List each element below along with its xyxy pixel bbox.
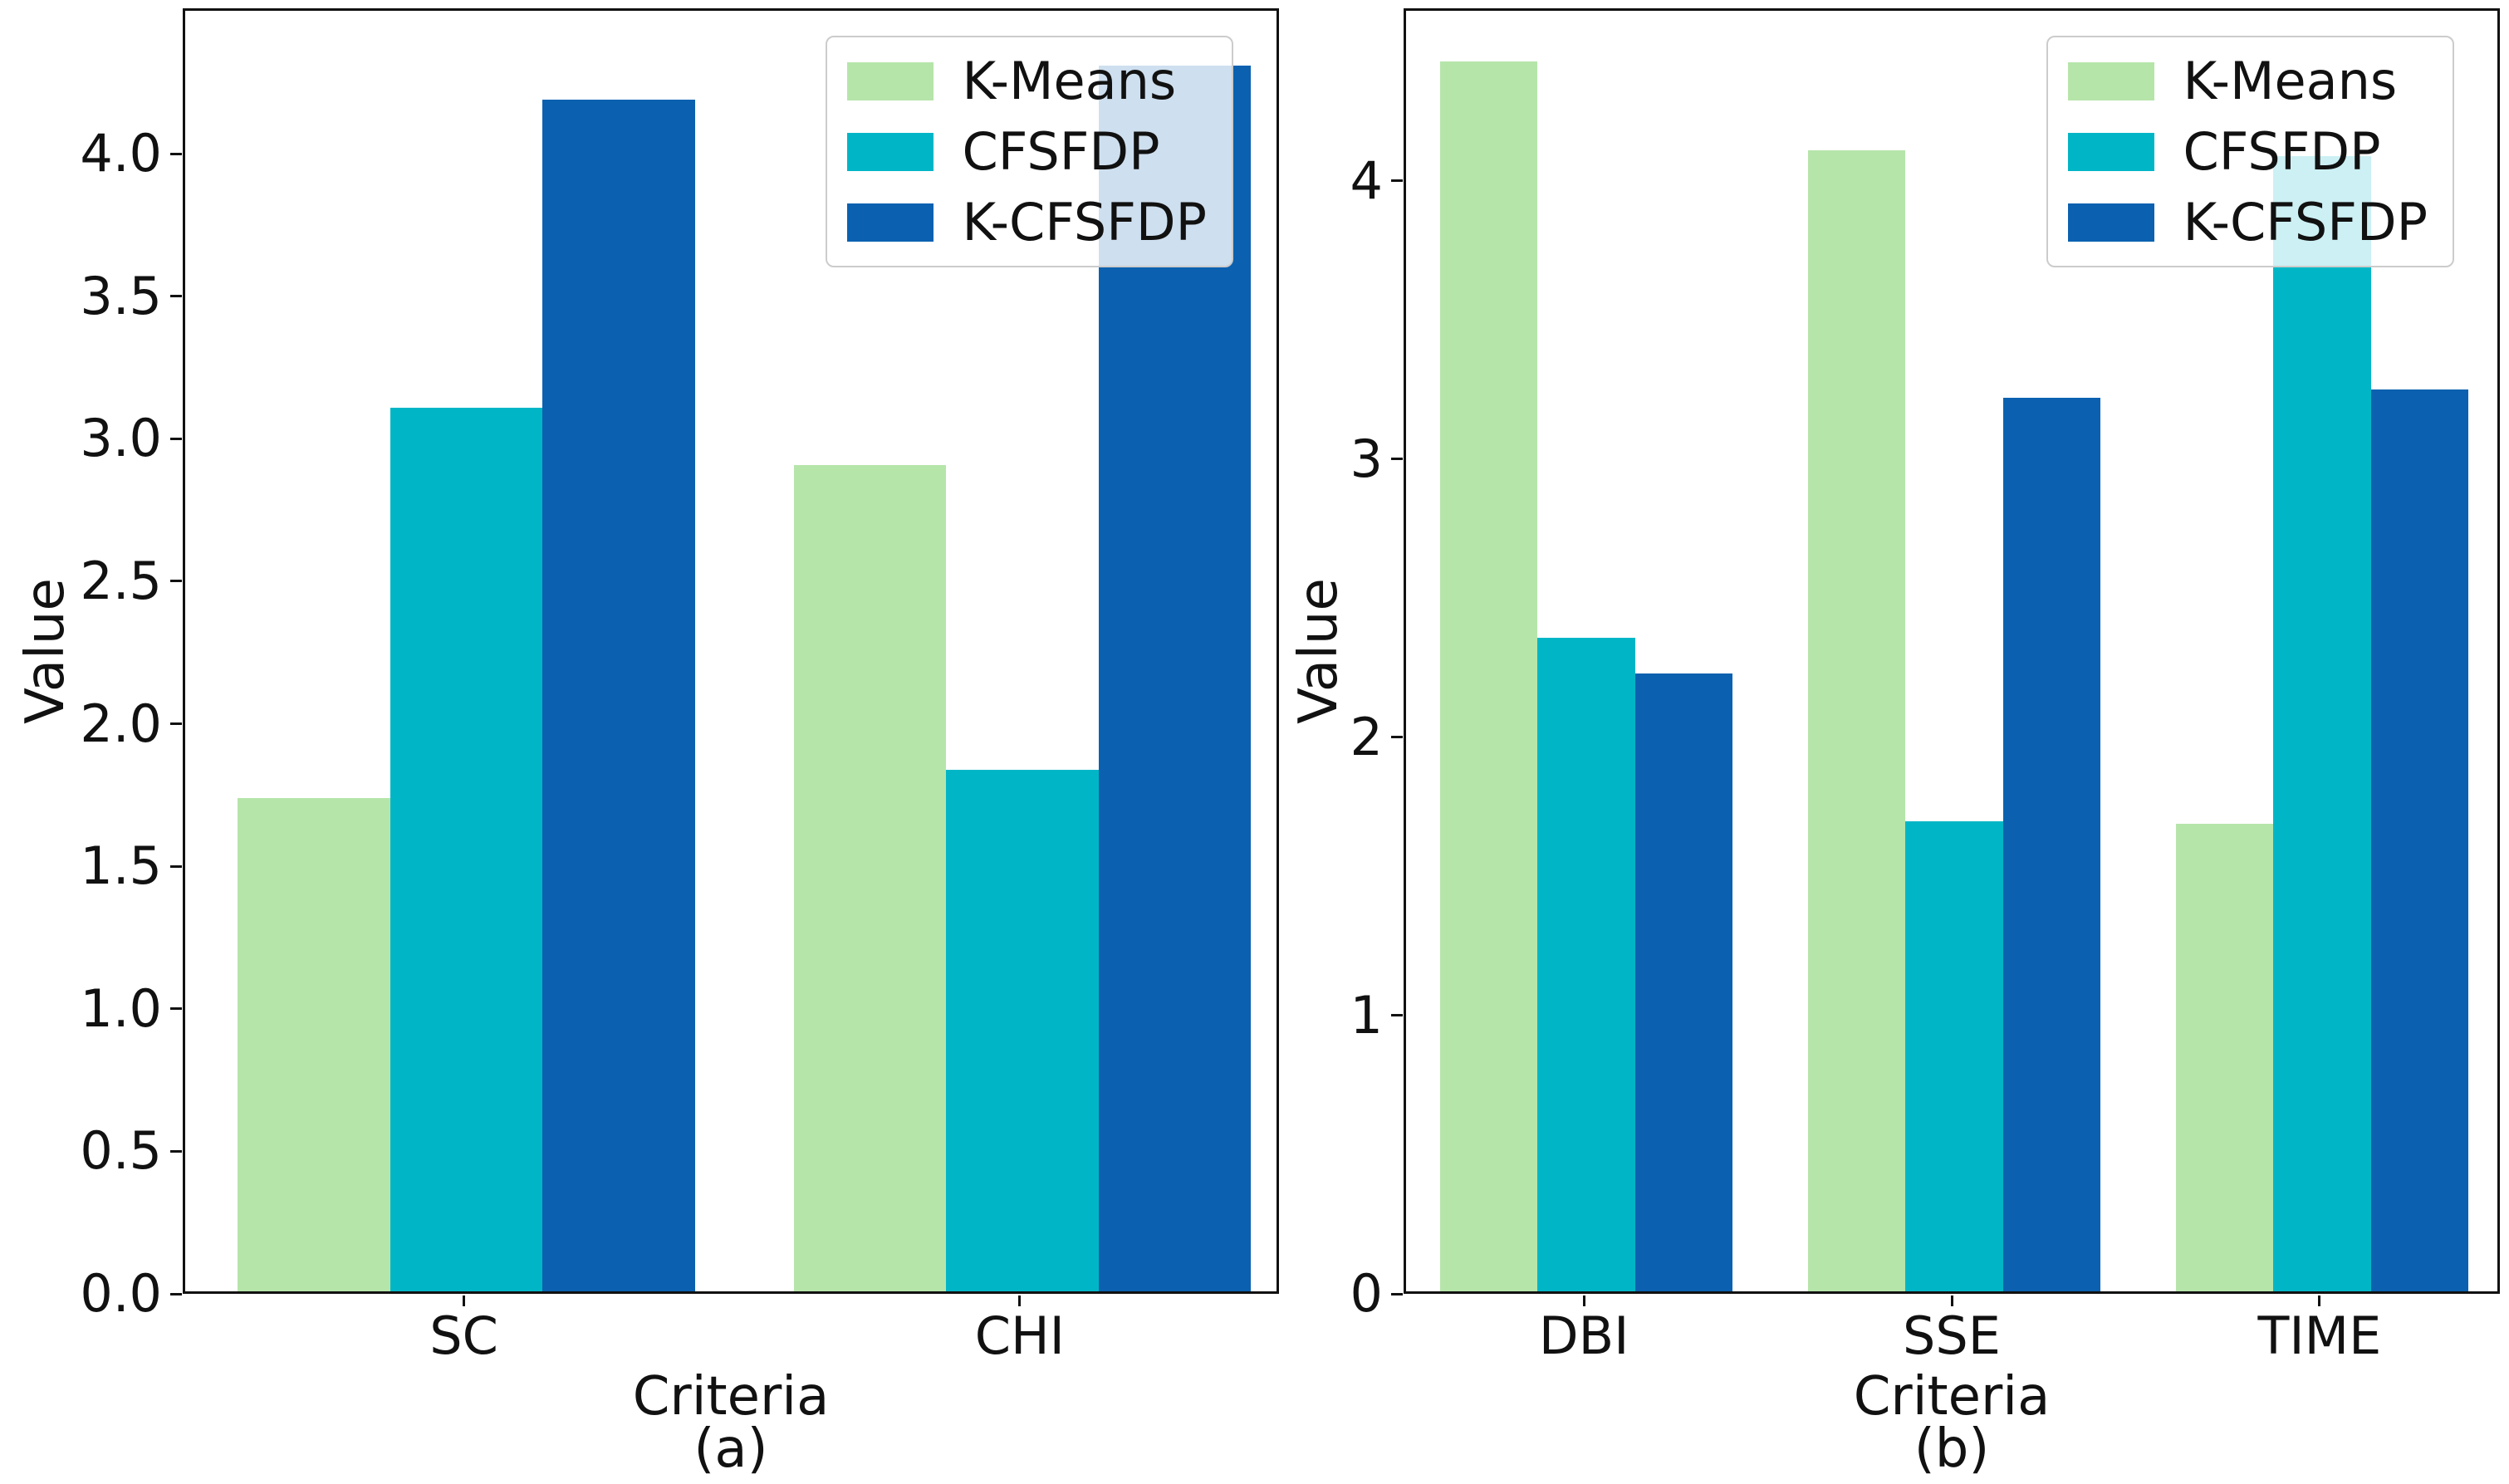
y-tick-label: 2.5 — [80, 550, 162, 611]
y-tick-mark — [170, 152, 182, 155]
bars-layer-b — [1406, 11, 2497, 1291]
plot-area-a: K-Means CFSFDP K-CFSFDP — [183, 8, 1279, 1294]
y-tick-label: 1.5 — [80, 835, 162, 897]
legend-row-CFSFDP: CFSFDP — [847, 125, 1207, 179]
y-tick-label: 0.0 — [80, 1263, 162, 1324]
legend-swatch-icon — [2068, 61, 2155, 100]
legend-row-K-Means: K-Means — [2068, 54, 2428, 108]
bar-SSE-K-Means — [1807, 150, 1906, 1291]
legend-label: K-Means — [962, 51, 1177, 111]
y-tick-label: 3 — [1350, 428, 1383, 489]
bar-SSE-K-CFSFDP — [2002, 398, 2101, 1291]
bars-layer-a — [185, 11, 1277, 1291]
y-tick-mark — [170, 864, 182, 868]
bar-SC-CFSFDP — [390, 407, 543, 1291]
y-tick-mark — [170, 437, 182, 440]
y-axis-label-b: Value — [1288, 578, 1350, 724]
y-tick-label: 1 — [1350, 984, 1383, 1046]
plot-area-b: K-Means CFSFDP K-CFSFDP — [1404, 8, 2500, 1294]
x-tick-mark — [1950, 1295, 1953, 1306]
y-tick-label: 2 — [1350, 706, 1383, 767]
y-tick-label: 4 — [1350, 149, 1383, 211]
bar-SC-K-Means — [238, 798, 390, 1291]
y-tick-label: 0.5 — [80, 1120, 162, 1182]
x-axis-label-b: Criteria — [1853, 1366, 2051, 1428]
y-tick-label: 1.0 — [80, 977, 162, 1039]
y-tick-mark — [1391, 736, 1403, 739]
legend-label: K-CFSFDP — [962, 192, 1207, 253]
y-tick-mark — [170, 295, 182, 298]
x-tick-label-TIME: TIME — [2257, 1305, 2382, 1366]
legend-label: CFSFDP — [2183, 121, 2381, 183]
legend-row-K-CFSFDP: K-CFSFDP — [2068, 195, 2428, 249]
x-tick-mark — [2318, 1295, 2321, 1306]
legend-label: K-CFSFDP — [2183, 192, 2428, 253]
legend-row-K-Means: K-Means — [847, 54, 1207, 108]
y-tick-mark — [1391, 179, 1403, 183]
legend-label: K-Means — [2183, 51, 2398, 111]
x-axis-label-a: Criteria — [632, 1366, 830, 1428]
y-tick-label: 4.0 — [80, 123, 162, 184]
bar-CHI-K-CFSFDP — [1098, 66, 1252, 1291]
bar-DBI-K-Means — [1439, 61, 1538, 1291]
y-tick-label: 3.5 — [80, 265, 162, 326]
legend-swatch-icon — [2068, 132, 2155, 171]
x-tick-label-SC: SC — [429, 1305, 498, 1366]
y-axis-label-a: Value — [15, 578, 76, 724]
legend-swatch-icon — [2068, 203, 2155, 242]
x-tick-label-CHI: CHI — [974, 1305, 1065, 1366]
bar-DBI-CFSFDP — [1537, 637, 1635, 1291]
y-tick-mark — [170, 1292, 182, 1295]
y-tick-mark — [1391, 1292, 1403, 1295]
bar-CHI-CFSFDP — [946, 769, 1099, 1291]
x-tick-label-DBI: DBI — [1538, 1305, 1629, 1366]
subplot-caption-b: (b) — [1914, 1418, 1990, 1480]
x-tick-mark — [463, 1295, 466, 1306]
legend-row-K-CFSFDP: K-CFSFDP — [847, 195, 1207, 249]
legend-b: K-Means CFSFDP K-CFSFDP — [2046, 36, 2454, 268]
bar-SSE-CFSFDP — [1905, 820, 2003, 1291]
x-tick-mark — [1018, 1295, 1022, 1306]
y-tick-mark — [170, 1149, 182, 1153]
legend-swatch-icon — [847, 132, 934, 171]
bar-TIME-K-CFSFDP — [2370, 389, 2469, 1291]
y-tick-mark — [170, 722, 182, 726]
bar-SC-K-CFSFDP — [542, 100, 695, 1291]
y-tick-mark — [1391, 458, 1403, 461]
y-tick-label: 2.0 — [80, 693, 162, 754]
bar-DBI-K-CFSFDP — [1634, 673, 1733, 1291]
legend-label: CFSFDP — [962, 121, 1160, 183]
y-tick-mark — [170, 580, 182, 583]
bar-CHI-K-Means — [793, 464, 947, 1291]
x-tick-mark — [1582, 1295, 1585, 1306]
bar-TIME-K-Means — [2175, 824, 2274, 1291]
bar-TIME-CFSFDP — [2273, 155, 2371, 1291]
y-tick-label: 3.0 — [80, 408, 162, 469]
subplot-caption-a: (a) — [693, 1418, 768, 1480]
legend-row-CFSFDP: CFSFDP — [2068, 125, 2428, 179]
y-tick-mark — [170, 1007, 182, 1011]
y-tick-label: 0 — [1350, 1263, 1383, 1324]
legend-swatch-icon — [847, 61, 934, 100]
y-tick-mark — [1391, 1014, 1403, 1017]
legend-swatch-icon — [847, 203, 934, 242]
x-tick-label-SSE: SSE — [1903, 1305, 2001, 1366]
legend-a: K-Means CFSFDP K-CFSFDP — [826, 36, 1233, 268]
